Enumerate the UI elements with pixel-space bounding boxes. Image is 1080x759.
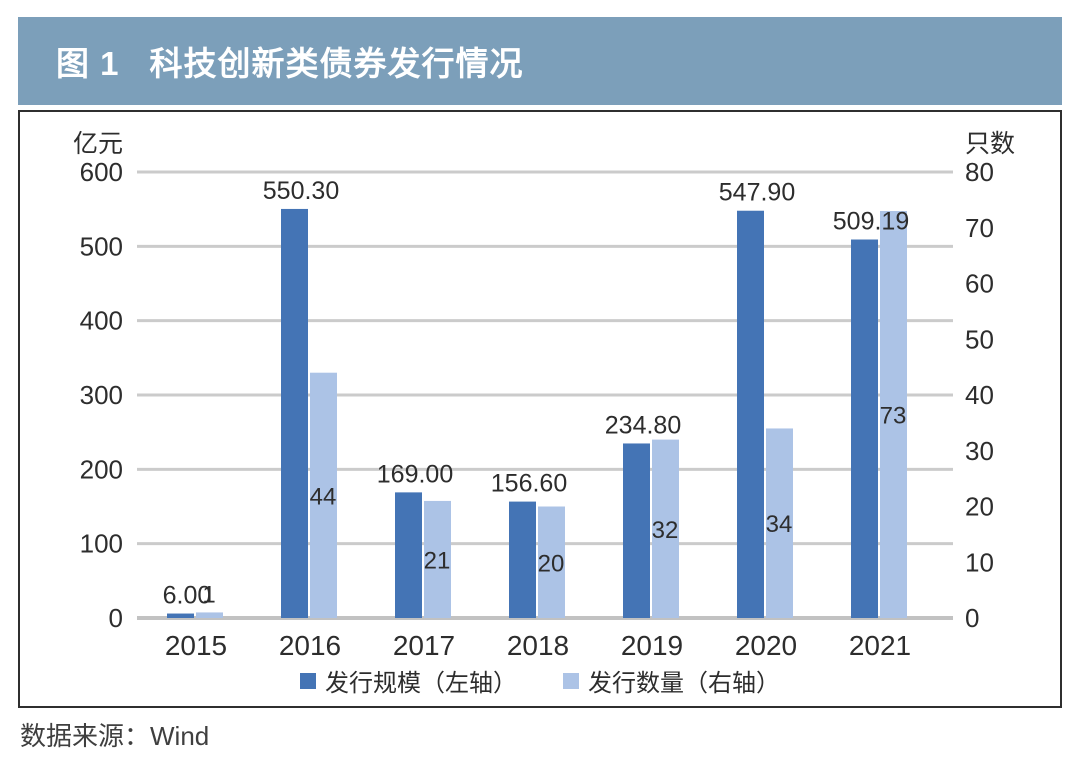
legend-label-quantity: 发行数量（右轴） <box>588 670 780 697</box>
value-label-scale-2020: 547.90 <box>719 179 795 207</box>
value-label-scale-2019: 234.80 <box>605 411 681 439</box>
bar-quantity-2017 <box>424 500 451 618</box>
left-tick-200: 200 <box>80 454 123 484</box>
right-tick-50: 50 <box>965 324 994 354</box>
chart-legend: 发行规模（左轴） 发行数量（右轴） <box>20 663 1060 698</box>
right-tick-40: 40 <box>965 380 994 410</box>
bar-quantity-2021 <box>880 211 907 618</box>
value-label-quantity-2021: 73 <box>880 403 907 430</box>
value-label-quantity-2018: 20 <box>538 550 565 577</box>
right-tick-10: 10 <box>965 547 994 577</box>
x-tick-2020: 2020 <box>735 630 797 661</box>
value-label-quantity-2017: 21 <box>424 547 451 574</box>
chart-area: 0 100 200 300 400 500 600 0 10 20 30 40 50 60 70 80 亿元 只数… <box>18 110 1062 708</box>
x-tick-2018: 2018 <box>507 630 569 661</box>
figure-label: 图 1 <box>56 45 120 82</box>
value-label-quantity-2015: 1 <box>202 581 215 608</box>
right-tick-80: 80 <box>965 157 994 187</box>
left-tick-300: 300 <box>80 380 123 410</box>
legend-swatch-scale <box>300 672 316 689</box>
value-label-scale-2016: 550.30 <box>263 177 339 205</box>
legend-item-scale: 发行规模（左轴） <box>300 663 517 698</box>
right-tick-20: 20 <box>965 492 994 522</box>
x-tick-2021: 2021 <box>849 630 911 661</box>
legend-label-scale: 发行规模（左轴） <box>325 670 517 697</box>
right-tick-30: 30 <box>965 436 994 466</box>
data-source: 数据来源：Wind <box>20 721 210 751</box>
value-label-quantity-2016: 44 <box>310 483 337 510</box>
bar-chart: 0 100 200 300 400 500 600 0 10 20 30 40 50 60 70 80 亿元 只数… <box>73 130 1015 661</box>
right-tick-70: 70 <box>965 213 994 243</box>
left-tick-500: 500 <box>80 231 123 261</box>
right-tick-0: 0 <box>965 603 979 633</box>
value-label-scale-2017: 169.00 <box>377 460 453 488</box>
right-tick-60: 60 <box>965 269 994 299</box>
right-axis-title: 只数 <box>965 130 1015 158</box>
bar-quantity-2018 <box>538 506 565 618</box>
figure-title: 科技创新类债券发行情况 <box>149 45 524 82</box>
bar-scale-2015 <box>167 613 194 618</box>
x-tick-2016: 2016 <box>279 630 341 661</box>
bar-scale-2020 <box>737 210 764 618</box>
x-tick-2019: 2019 <box>621 630 683 661</box>
value-label-quantity-2020: 34 <box>766 511 793 538</box>
legend-swatch-quantity <box>563 672 579 689</box>
left-tick-100: 100 <box>80 529 123 559</box>
value-label-quantity-2019: 32 <box>652 517 679 544</box>
bar-quantity-2019 <box>652 439 679 618</box>
left-tick-400: 400 <box>80 306 123 336</box>
value-label-scale-2015: 6.00 <box>163 582 212 610</box>
bar-scale-2019 <box>623 443 650 618</box>
figure-title-bar: 图 1 科技创新类债券发行情况 <box>18 17 1062 105</box>
value-label-scale-2018: 156.60 <box>491 470 567 498</box>
bar-scale-2021 <box>851 239 878 618</box>
x-tick-2015: 2015 <box>165 630 227 661</box>
left-axis-title: 亿元 <box>73 130 123 158</box>
bar-quantity-2016 <box>310 372 337 618</box>
bar-scale-2016 <box>281 208 308 618</box>
legend-item-quantity: 发行数量（右轴） <box>563 663 780 698</box>
bar-scale-2018 <box>509 501 536 618</box>
value-label-scale-2021: 509.19 <box>833 208 909 236</box>
bar-scale-2017 <box>395 492 422 618</box>
left-tick-0: 0 <box>109 603 123 633</box>
bar-quantity-2015 <box>196 612 223 618</box>
bar-quantity-2020 <box>766 428 793 618</box>
x-tick-2017: 2017 <box>393 630 455 661</box>
left-tick-600: 600 <box>80 157 123 187</box>
